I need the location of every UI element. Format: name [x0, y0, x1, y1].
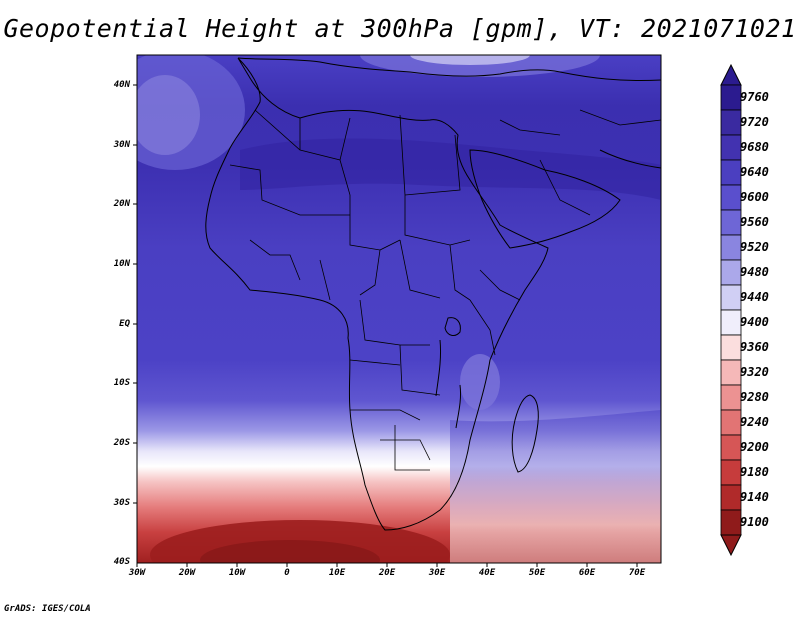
colorbar-bottom-arrow — [720, 534, 742, 557]
lat-label: 30N — [113, 140, 130, 150]
colorbar-label: 9400 — [740, 314, 769, 329]
colorbar-label: 9520 — [740, 239, 769, 254]
colorbar-box — [720, 309, 742, 336]
colorbar-label: 9140 — [740, 489, 769, 504]
colorbar-label: 9760 — [740, 89, 769, 104]
colorbar-boxes — [720, 84, 742, 536]
colorbar-box — [720, 259, 742, 286]
colorbar-label: 9200 — [740, 439, 769, 454]
colorbar-box — [720, 84, 742, 111]
colorbar-label: 9680 — [740, 139, 769, 154]
lat-label: EQ — [119, 319, 130, 329]
colorbar-box — [720, 409, 742, 436]
colorbar-label: 9360 — [740, 339, 769, 354]
colorbar-box — [720, 434, 742, 461]
lat-label: 40N — [113, 80, 130, 90]
lon-label: 70E — [628, 568, 646, 578]
lat-label: 30S — [113, 498, 130, 508]
credit-text: GrADS: IGES/COLA — [4, 604, 91, 614]
lon-label: 20E — [378, 568, 396, 578]
lat-label: 20N — [113, 199, 130, 209]
lon-label: 30E — [428, 568, 446, 578]
map-frame — [136, 54, 662, 564]
colorbar-label: 9480 — [740, 264, 769, 279]
colorbar-box — [720, 484, 742, 511]
colorbar-top-arrow — [720, 63, 742, 86]
colorbar-label: 9100 — [740, 514, 769, 529]
colorbar-box — [720, 209, 742, 236]
lon-label: 40E — [478, 568, 496, 578]
colorbar-label: 9560 — [740, 214, 769, 229]
colorbar-label: 9440 — [740, 289, 769, 304]
lat-label: 10S — [113, 378, 130, 388]
colorbar-box — [720, 359, 742, 386]
colorbar-box — [720, 334, 742, 361]
lon-label: 50E — [528, 568, 546, 578]
colorbar-box — [720, 184, 742, 211]
colorbar-label: 9180 — [740, 464, 769, 479]
colorbar-box — [720, 109, 742, 136]
colorbar-label: 9320 — [740, 364, 769, 379]
colorbar-box — [720, 459, 742, 486]
lat-label: 20S — [113, 438, 130, 448]
lon-label: 10E — [328, 568, 346, 578]
lon-label: 10W — [228, 568, 246, 578]
lat-label: 10N — [113, 259, 130, 269]
colorbar-box — [720, 284, 742, 311]
colorbar-label: 9640 — [740, 164, 769, 179]
lon-label: 30W — [128, 568, 146, 578]
colorbar-box — [720, 509, 742, 536]
colorbar-label: 9280 — [740, 389, 769, 404]
colorbar-box — [720, 159, 742, 186]
lon-label: 0 — [284, 568, 290, 578]
colorbar-label: 9720 — [740, 114, 769, 129]
colorbar-label: 9600 — [740, 189, 769, 204]
lon-label: 20W — [178, 568, 196, 578]
colorbar-box — [720, 384, 742, 411]
lon-label: 60E — [578, 568, 596, 578]
colorbar — [720, 63, 742, 557]
lat-label: 40S — [113, 557, 130, 567]
colorbar-label: 9240 — [740, 414, 769, 429]
colorbar-box — [720, 234, 742, 261]
chart-title: Geopotential Height at 300hPa [gpm], VT:… — [3, 14, 797, 43]
country-borders — [229, 109, 661, 471]
height-field — [137, 55, 661, 563]
colorbar-box — [720, 134, 742, 161]
axis-ticks — [133, 84, 638, 567]
